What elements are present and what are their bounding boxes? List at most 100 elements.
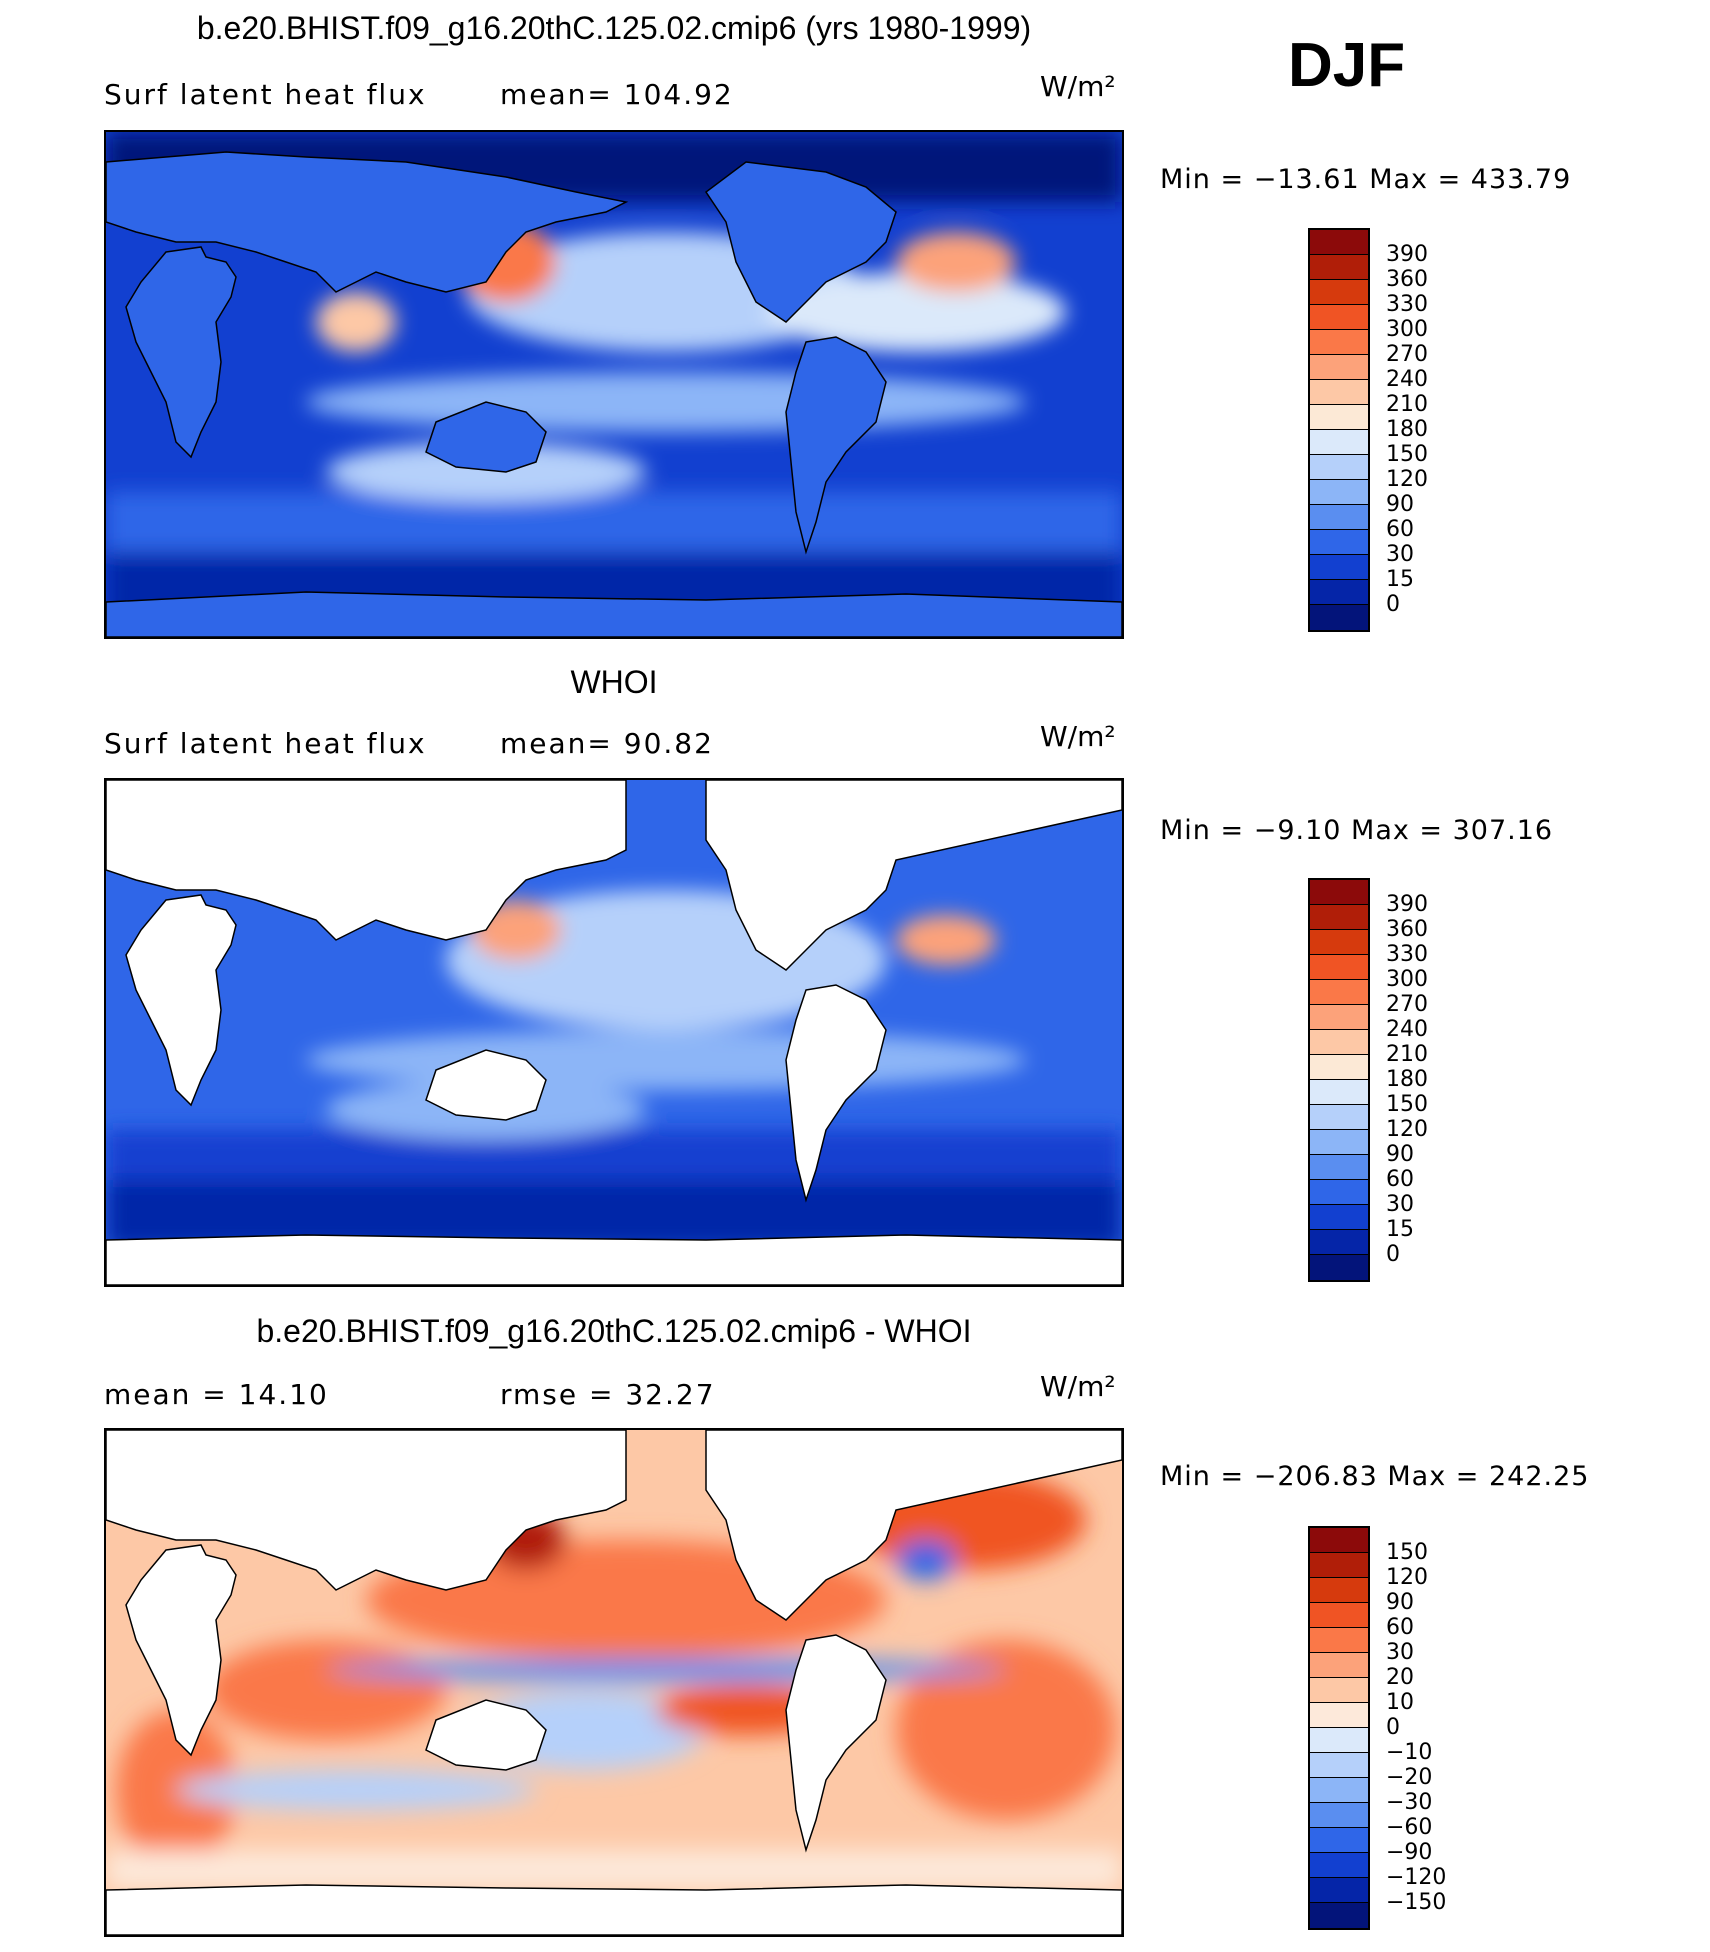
colorbar-swatch: [1310, 1230, 1368, 1255]
panel-2-colorbar: [1308, 878, 1370, 1282]
colorbar-tick-label: 150: [1386, 1540, 1428, 1565]
colorbar-tick-label: −90: [1386, 1840, 1433, 1865]
colorbar-swatch: [1310, 905, 1368, 930]
africa-landmass: [125, 246, 237, 459]
colorbar-swatch: [1310, 1678, 1368, 1703]
colorbar-tick-label: −60: [1386, 1815, 1433, 1840]
colorbar-swatch: [1310, 1030, 1368, 1055]
antarctica-landmass: [106, 1234, 1122, 1285]
colorbar-swatch: [1310, 955, 1368, 980]
colorbar-tick-label: 120: [1386, 1117, 1428, 1142]
australia-landmass: [425, 1049, 547, 1121]
colorbar-swatch: [1310, 255, 1368, 280]
panel-2-colorbar-swatches: [1308, 878, 1370, 1282]
colorbar-swatch: [1310, 1628, 1368, 1653]
eurasia-landmass: [106, 151, 629, 293]
panel-2-units: W/m²: [1040, 720, 1116, 753]
colorbar-swatch: [1310, 1753, 1368, 1778]
colorbar-swatch: [1310, 1578, 1368, 1603]
colorbar-tick-label: 390: [1386, 242, 1428, 267]
panel-3-field-svg: [106, 1430, 1122, 1935]
panel-1-colorbar-swatches: [1308, 228, 1370, 632]
colorbar-swatch: [1310, 505, 1368, 530]
panel-1-colorbar: [1308, 228, 1370, 632]
eurasia-landmass: [106, 1430, 627, 1591]
colorbar-swatch: [1310, 230, 1368, 255]
colorbar-tick-label: 120: [1386, 467, 1428, 492]
panel-3-map: [104, 1428, 1124, 1937]
colorbar-swatch: [1310, 1528, 1368, 1553]
panel-2-title: WHOI: [570, 664, 658, 700]
panel-3-colorbar-swatches: [1308, 1526, 1370, 1930]
colorbar-tick-label: 0: [1386, 592, 1400, 617]
colorbar-swatch: [1310, 480, 1368, 505]
colorbar-swatch: [1310, 1255, 1368, 1280]
colorbar-tick-label: 360: [1386, 917, 1428, 942]
panel-2-variable-label: Surf latent heat flux: [104, 727, 427, 760]
colorbar-swatch: [1310, 1653, 1368, 1678]
colorbar-tick-label: 60: [1386, 517, 1414, 542]
colorbar-swatch: [1310, 555, 1368, 580]
colorbar-swatch: [1310, 380, 1368, 405]
south-america-landmass: [785, 984, 887, 1203]
panel-1-variable-label: Surf latent heat flux: [104, 78, 427, 111]
colorbar-tick-label: 20: [1386, 1665, 1414, 1690]
colorbar-tick-label: 150: [1386, 1092, 1428, 1117]
colorbar-tick-label: 360: [1386, 267, 1428, 292]
colorbar-tick-label: 210: [1386, 1042, 1428, 1067]
colorbar-tick-label: 330: [1386, 292, 1428, 317]
south-america-landmass: [785, 1634, 887, 1853]
colorbar-tick-label: 90: [1386, 492, 1414, 517]
australia-landmass: [425, 1699, 547, 1771]
colorbar-tick-label: 0: [1386, 1242, 1400, 1267]
north-america-landmass: [705, 780, 1122, 971]
australia-landmass: [425, 401, 547, 473]
colorbar-swatch: [1310, 530, 1368, 555]
colorbar-swatch: [1310, 1828, 1368, 1853]
panel-1-title: b.e20.BHIST.f09_g16.20thC.125.02.cmip6 (…: [196, 10, 1032, 46]
colorbar-tick-label: −10: [1386, 1740, 1433, 1765]
colorbar-tick-label: 180: [1386, 1067, 1428, 1092]
colorbar-swatch: [1310, 1853, 1368, 1878]
colorbar-tick-label: 15: [1386, 1217, 1414, 1242]
colorbar-swatch: [1310, 280, 1368, 305]
colorbar-tick-label: 390: [1386, 892, 1428, 917]
colorbar-swatch: [1310, 1803, 1368, 1828]
colorbar-tick-label: 120: [1386, 1565, 1428, 1590]
colorbar-swatch: [1310, 1878, 1368, 1903]
colorbar-swatch: [1310, 1603, 1368, 1628]
panel-2-map: [104, 778, 1124, 1287]
south-america-landmass: [785, 336, 887, 555]
colorbar-tick-label: 300: [1386, 967, 1428, 992]
antarctica-landmass: [106, 591, 1122, 637]
colorbar-swatch: [1310, 1728, 1368, 1753]
panel-3-units: W/m²: [1040, 1370, 1116, 1403]
colorbar-swatch: [1310, 880, 1368, 905]
panel-1-map: [104, 130, 1124, 639]
north-america-landmass: [705, 1430, 1122, 1621]
panel-3-title: b.e20.BHIST.f09_g16.20thC.125.02.cmip6 -…: [256, 1313, 972, 1349]
colorbar-swatch: [1310, 1703, 1368, 1728]
colorbar-swatch: [1310, 430, 1368, 455]
panel-1-units: W/m²: [1040, 70, 1116, 103]
colorbar-tick-label: 180: [1386, 417, 1428, 442]
colorbar-swatch: [1310, 580, 1368, 605]
colorbar-tick-label: −150: [1386, 1890, 1447, 1915]
panel-1-minmax: Min = −13.61 Max = 433.79: [1160, 164, 1572, 195]
panel-2-mean-label: mean= 90.82: [500, 727, 714, 760]
antarctica-landmass: [106, 1884, 1122, 1935]
colorbar-tick-label: 330: [1386, 942, 1428, 967]
colorbar-swatch: [1310, 355, 1368, 380]
colorbar-swatch: [1310, 330, 1368, 355]
colorbar-tick-label: 0: [1386, 1715, 1400, 1740]
colorbar-swatch: [1310, 405, 1368, 430]
panel-1-field-svg: [106, 132, 1122, 637]
colorbar-tick-label: 30: [1386, 1640, 1414, 1665]
colorbar-tick-label: 240: [1386, 367, 1428, 392]
colorbar-tick-label: 270: [1386, 342, 1428, 367]
colorbar-swatch: [1310, 1778, 1368, 1803]
colorbar-swatch: [1310, 1055, 1368, 1080]
panel-3-minmax: Min = −206.83 Max = 242.25: [1160, 1461, 1590, 1492]
colorbar-tick-label: 90: [1386, 1590, 1414, 1615]
colorbar-swatch: [1310, 1155, 1368, 1180]
